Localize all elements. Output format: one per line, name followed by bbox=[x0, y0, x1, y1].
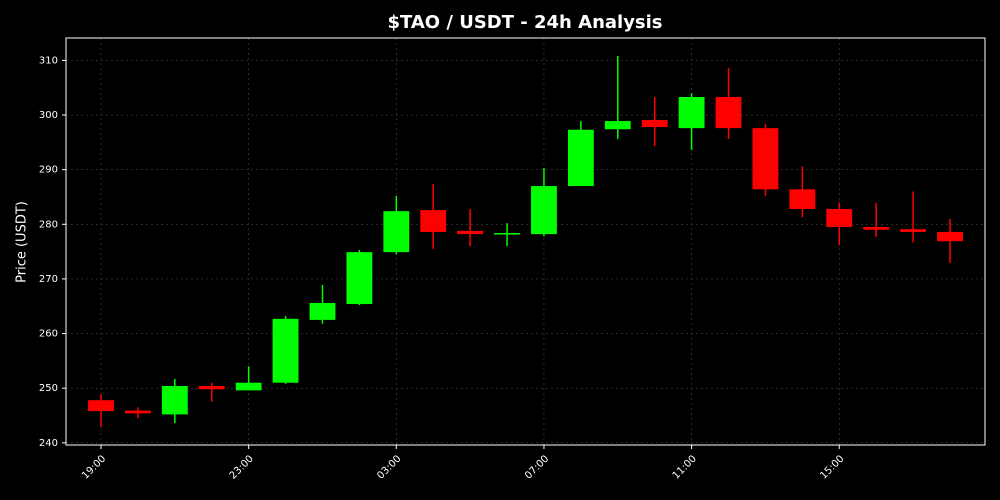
candle-body bbox=[346, 252, 373, 305]
candle-body bbox=[678, 97, 705, 129]
candle-body bbox=[531, 186, 557, 235]
y-axis-label: Price (USDT) bbox=[15, 201, 30, 283]
x-tick-label: 11:00 bbox=[671, 453, 699, 481]
x-tick-label: 15:00 bbox=[818, 453, 846, 481]
candle-body bbox=[567, 129, 594, 187]
candle-body bbox=[900, 229, 927, 232]
y-tick-label: 270 bbox=[39, 274, 58, 285]
candle-body bbox=[309, 302, 336, 320]
candle-body bbox=[420, 210, 447, 232]
candle-body bbox=[752, 128, 779, 190]
plot-frame bbox=[65, 37, 986, 446]
candle-body bbox=[494, 233, 520, 235]
x-tick-label: 07:00 bbox=[523, 453, 551, 481]
candle-body bbox=[789, 189, 816, 209]
x-tick-label: 23:00 bbox=[228, 453, 256, 481]
candle-body bbox=[124, 410, 151, 414]
y-tick-label: 290 bbox=[39, 165, 58, 176]
candle-body bbox=[88, 400, 114, 412]
y-tick-label: 240 bbox=[39, 438, 58, 449]
y-tick-label: 260 bbox=[39, 329, 58, 340]
y-tick-label: 250 bbox=[39, 383, 58, 394]
x-tick-label: 19:00 bbox=[80, 453, 108, 481]
y-tick-label: 280 bbox=[39, 219, 58, 230]
x-tick-label: 03:00 bbox=[375, 453, 403, 481]
candle-body bbox=[235, 382, 262, 391]
candle-body bbox=[715, 97, 742, 129]
y-tick-label: 300 bbox=[39, 110, 58, 121]
candle-body bbox=[826, 208, 853, 228]
candle-body bbox=[457, 230, 484, 235]
candle-body bbox=[604, 121, 631, 130]
y-tick-label: 310 bbox=[39, 55, 58, 66]
candle-body bbox=[272, 318, 299, 383]
candle-body bbox=[937, 231, 963, 242]
chart-title: $TAO / USDT - 24h Analysis bbox=[387, 12, 662, 33]
grid bbox=[66, 38, 985, 445]
candle-body bbox=[383, 211, 410, 253]
candle-body bbox=[641, 119, 668, 128]
candle-body bbox=[863, 227, 890, 230]
candle-body bbox=[198, 385, 225, 390]
candle-body bbox=[161, 385, 188, 415]
candles bbox=[88, 56, 963, 427]
